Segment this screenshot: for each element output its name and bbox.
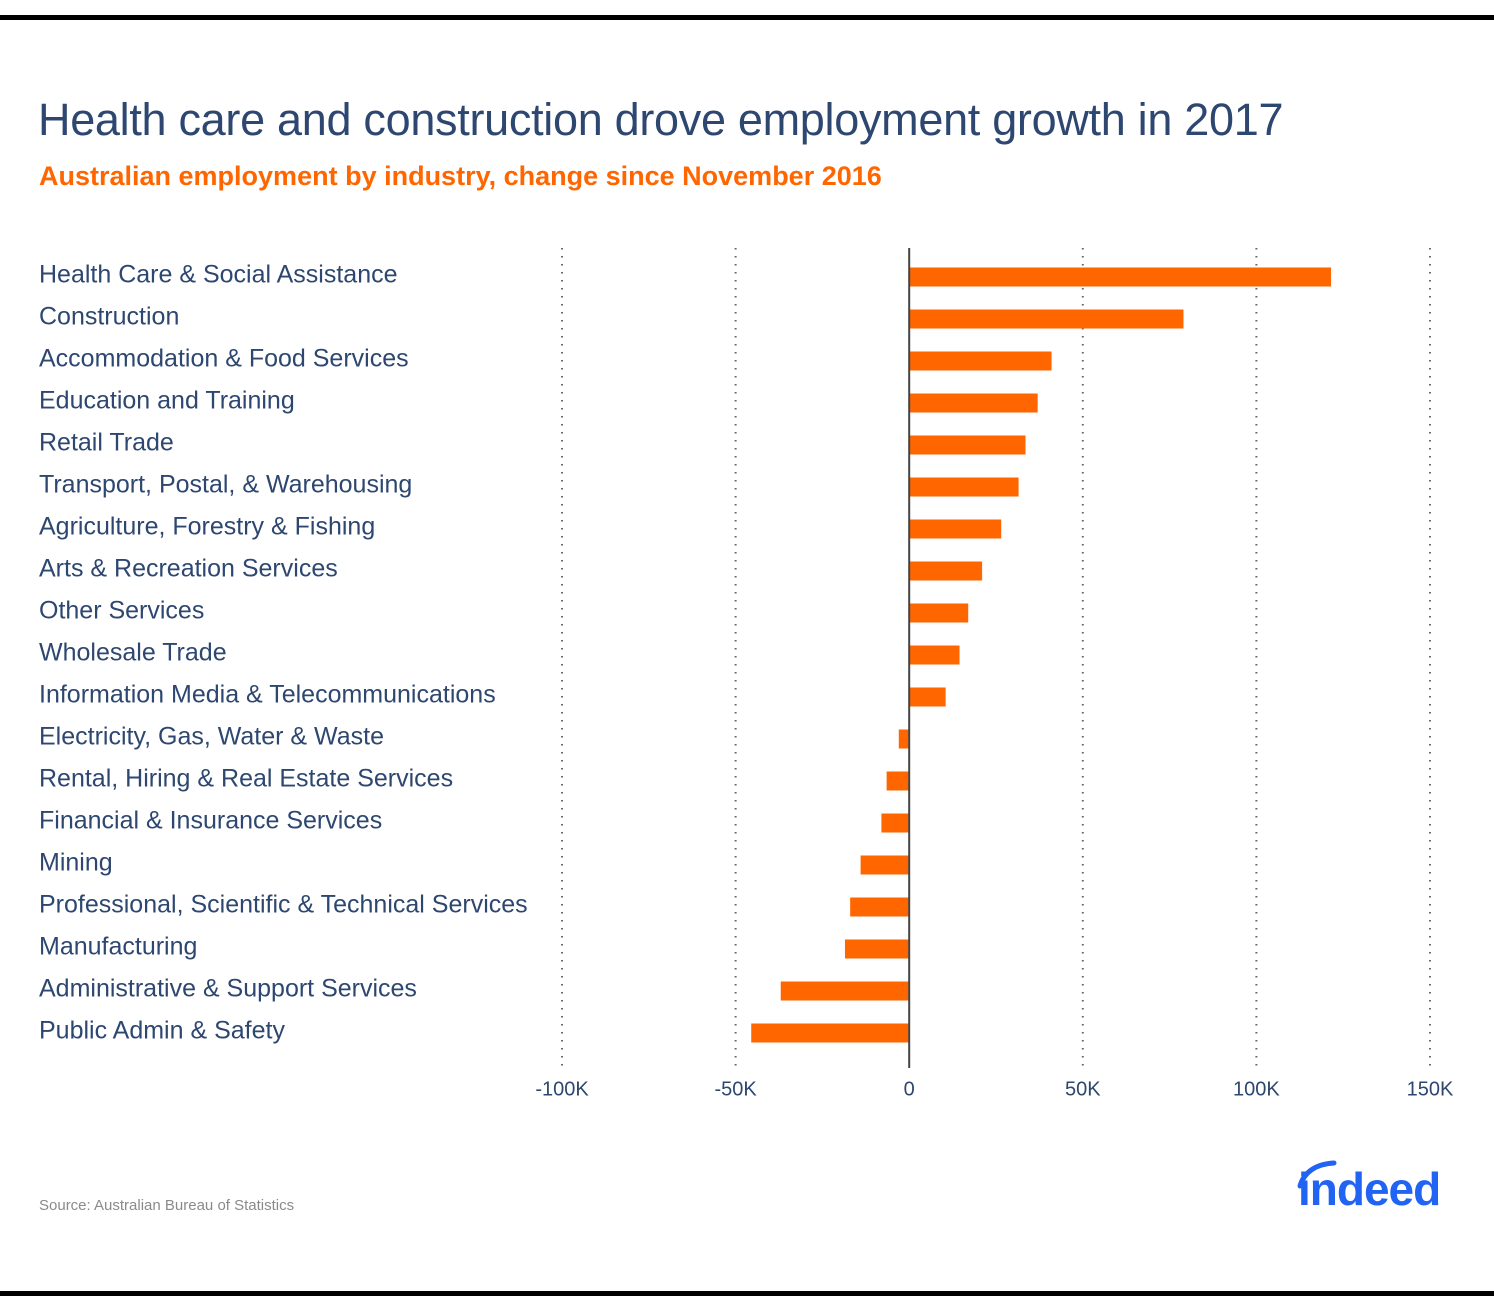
bar-chart: Health Care & Social Assistance Construct…: [39, 248, 1454, 1100]
category-label: Agriculture, Forestry & Fishing: [39, 513, 375, 541]
bar: [909, 393, 1038, 413]
x-tick-label: -50K: [714, 1078, 757, 1100]
bar: [898, 729, 910, 749]
bar: [909, 561, 983, 581]
category-label: Electricity, Gas, Water & Waste: [39, 723, 384, 751]
bar: [860, 855, 910, 875]
category-label: Rental, Hiring & Real Estate Services: [39, 765, 453, 793]
bar: [909, 309, 1184, 329]
category-label: Education and Training: [39, 387, 295, 415]
category-label: Other Services: [39, 597, 204, 625]
category-label: Arts & Recreation Services: [39, 555, 338, 583]
top-rule: [0, 15, 1494, 20]
bar: [751, 1023, 910, 1043]
bar: [780, 981, 910, 1001]
bar: [881, 813, 910, 833]
chart-title: Health care and construction drove emplo…: [38, 94, 1284, 145]
bar: [909, 519, 1002, 539]
category-label: Health Care & Social Assistance: [39, 261, 398, 289]
bar: [909, 603, 969, 623]
bar: [844, 939, 910, 959]
category-label: Financial & Insurance Services: [39, 807, 382, 835]
bar: [909, 435, 1026, 455]
bar: [909, 267, 1332, 287]
category-label: Public Admin & Safety: [39, 1017, 285, 1045]
category-label: Information Media & Telecommunications: [39, 681, 496, 709]
bar: [909, 687, 946, 707]
indeed-logo-icon: [1297, 1160, 1337, 1189]
bar: [909, 351, 1052, 371]
category-label: Mining: [39, 849, 113, 877]
source-note: Source: Australian Bureau of Statistics: [39, 1197, 295, 1214]
category-labels: Health Care & Social Assistance Construct…: [39, 261, 528, 1045]
bar: [886, 771, 910, 791]
indeed-logo-text: indeed: [1298, 1163, 1441, 1215]
category-label: Retail Trade: [39, 429, 174, 457]
x-tick-label: 150K: [1407, 1078, 1454, 1100]
bar: [850, 897, 910, 917]
category-label: Professional, Scientific & Technical Ser…: [39, 891, 528, 919]
bar: [909, 477, 1019, 497]
category-label: Manufacturing: [39, 933, 197, 961]
bottom-rule: [0, 1291, 1494, 1296]
category-label: Transport, Postal, & Warehousing: [39, 471, 412, 499]
x-tick-label: -100K: [535, 1078, 589, 1100]
x-tick-label: 0: [904, 1078, 915, 1100]
category-label: Accommodation & Food Services: [39, 345, 409, 373]
bar: [909, 645, 960, 665]
chart-subtitle: Australian employment by industry, chang…: [39, 161, 882, 191]
bars: [751, 267, 1332, 1043]
indeed-logo: indeed: [1290, 1160, 1460, 1220]
category-label: Administrative & Support Services: [39, 975, 417, 1003]
x-tick-label: 100K: [1233, 1078, 1280, 1100]
category-label: Construction: [39, 303, 179, 331]
x-tick-label: 50K: [1065, 1078, 1101, 1100]
x-axis-ticks: -100K -50K 0 50K 100K 150K: [535, 1078, 1454, 1100]
category-label: Wholesale Trade: [39, 639, 227, 667]
gridlines: [561, 248, 1431, 1068]
